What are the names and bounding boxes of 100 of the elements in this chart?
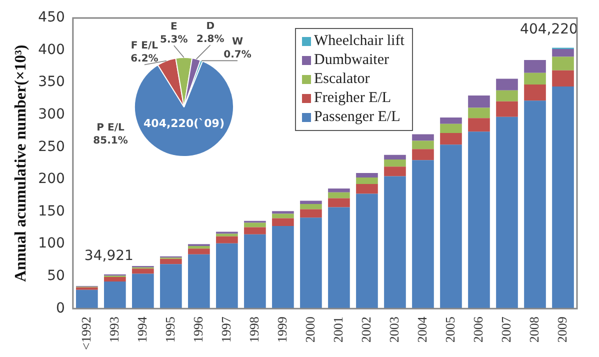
bar xyxy=(216,236,238,244)
legend-label: Dumbwaiter xyxy=(314,51,389,70)
annotation: 404,220(`09) xyxy=(144,117,224,130)
y-tick-label: 450 xyxy=(38,10,65,26)
bar xyxy=(244,222,266,228)
bar xyxy=(468,132,490,309)
bar xyxy=(160,258,182,264)
bar xyxy=(440,117,462,124)
bar xyxy=(468,118,490,132)
data-label: 6.2% xyxy=(130,54,158,65)
annotation: 404,220 xyxy=(520,22,578,38)
slice-label: P E/L xyxy=(96,122,125,134)
legend-label: Escalator xyxy=(314,70,370,89)
bar xyxy=(328,198,350,208)
y-tick-label: 50 xyxy=(47,268,65,284)
bar xyxy=(440,132,462,145)
bar xyxy=(552,56,574,70)
x-tick-label: 1993 xyxy=(106,316,122,343)
bar xyxy=(384,154,406,160)
bar xyxy=(272,226,294,309)
data-label: 0.7% xyxy=(224,50,252,61)
bar xyxy=(496,116,518,309)
bar xyxy=(356,194,378,309)
y-axis-title: Annual acumulative number(×10³) xyxy=(12,44,30,282)
bar xyxy=(356,173,378,178)
legend-label: Freigher E/L xyxy=(314,89,392,108)
y-tick-label: 250 xyxy=(38,138,65,155)
bar xyxy=(524,60,546,73)
bar xyxy=(272,214,294,218)
bar xyxy=(468,96,490,108)
data-label: 5.3% xyxy=(160,34,188,46)
bar xyxy=(76,287,98,290)
slice-label: D xyxy=(206,21,215,32)
y-tick-label: 100 xyxy=(38,236,65,252)
x-tick-label: 2005 xyxy=(442,316,458,343)
bar xyxy=(552,49,574,57)
x-tick-label: 1996 xyxy=(190,316,206,343)
y-tick-label: 0 xyxy=(56,300,65,316)
bar xyxy=(300,200,322,204)
x-tick-label: 2007 xyxy=(498,316,514,343)
y-tick-label: 350 xyxy=(38,74,65,90)
x-tick-label: 2004 xyxy=(414,316,430,343)
bar xyxy=(496,90,518,102)
bar xyxy=(384,176,406,309)
bar xyxy=(440,144,462,309)
x-tick-label: 2002 xyxy=(358,316,374,343)
bar xyxy=(132,274,154,309)
bar xyxy=(272,211,294,214)
bar xyxy=(160,264,182,309)
bar xyxy=(412,149,434,160)
bar xyxy=(188,246,210,249)
bar xyxy=(244,234,266,309)
bar xyxy=(188,248,210,254)
bar xyxy=(412,140,434,150)
bar xyxy=(440,124,462,133)
bar xyxy=(524,84,546,101)
slice-label: F E/L xyxy=(130,40,159,52)
x-tick-label: 2001 xyxy=(330,316,346,343)
y-tick-label: 300 xyxy=(38,106,65,123)
bar xyxy=(524,100,546,309)
legend-label: Wheelchair lift xyxy=(314,32,404,51)
x-tick-label: <1992 xyxy=(78,316,94,350)
y-tick-label: 200 xyxy=(38,171,65,188)
bar xyxy=(552,70,574,86)
x-tick-label: 1999 xyxy=(274,316,290,343)
bar xyxy=(356,178,378,184)
bar xyxy=(356,184,378,194)
data-label: 85.1% xyxy=(93,136,128,146)
slice-label: E xyxy=(170,22,178,32)
x-tick-label: 2006 xyxy=(470,316,486,343)
bar xyxy=(496,78,518,90)
bar xyxy=(412,134,434,141)
bar xyxy=(188,254,210,309)
bar xyxy=(552,86,574,309)
bar xyxy=(468,108,490,118)
data-label: 2.8% xyxy=(196,34,224,46)
x-tick-label: 1997 xyxy=(218,316,234,343)
x-tick-label: 1998 xyxy=(246,316,262,343)
bar xyxy=(300,204,322,210)
bar xyxy=(76,290,98,309)
x-tick-label: 1994 xyxy=(134,316,150,343)
bar xyxy=(216,243,238,309)
bar xyxy=(496,101,518,117)
bar xyxy=(300,218,322,309)
bar xyxy=(216,234,238,236)
bar xyxy=(104,282,126,309)
x-tick-label: 2009 xyxy=(554,316,570,343)
annotation: 34,921 xyxy=(84,248,134,264)
y-tick-label: 150 xyxy=(38,203,65,220)
bar xyxy=(328,207,350,309)
bar xyxy=(300,209,322,218)
x-tick-label: 1995 xyxy=(162,316,178,343)
bar xyxy=(328,188,350,192)
x-tick-label: 2000 xyxy=(302,316,318,343)
bar xyxy=(384,166,406,176)
bar xyxy=(132,268,154,274)
slice-label: W xyxy=(232,36,244,48)
legend-label: Passenger E/L xyxy=(314,108,400,127)
bar xyxy=(384,159,406,167)
x-tick-label: 2008 xyxy=(526,316,542,343)
